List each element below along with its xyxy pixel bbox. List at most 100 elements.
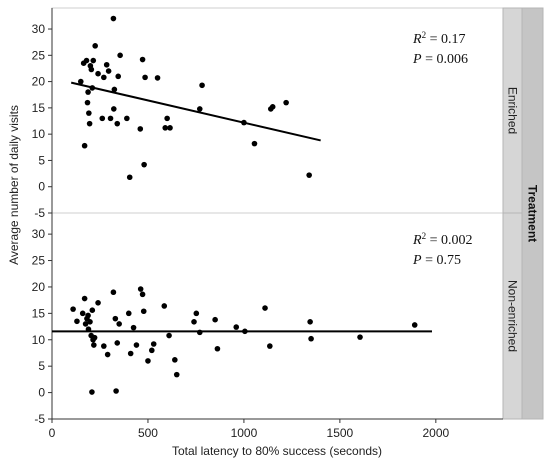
data-point — [357, 334, 363, 340]
data-point — [89, 307, 96, 313]
data-point — [110, 106, 117, 112]
data-point — [117, 52, 123, 59]
stat-p-enriched: P = 0.006 — [412, 52, 468, 67]
y-tick-label: 10 — [32, 127, 46, 141]
data-point — [199, 82, 205, 89]
y-axis-ticks-nonenriched: -5 0 5 10 15 20 25 30 — [32, 227, 52, 426]
trend-line — [70, 81, 321, 142]
data-point — [77, 78, 84, 85]
data-point — [411, 322, 418, 328]
data-point — [162, 125, 169, 131]
data-point — [111, 86, 118, 93]
panel-enriched-frame — [51, 7, 504, 214]
y-tick-label: 20 — [32, 75, 46, 89]
y-tick-label: 20 — [32, 280, 46, 294]
data-point — [167, 125, 173, 131]
data-point — [88, 66, 95, 73]
data-point — [191, 319, 197, 325]
data-point — [104, 351, 111, 358]
data-point — [161, 303, 168, 309]
data-point — [164, 115, 170, 122]
y-tick-label: 5 — [38, 359, 45, 373]
data-point — [95, 299, 101, 306]
data-point — [142, 74, 148, 81]
data-points — [70, 15, 418, 395]
x-tick-label: 1000 — [231, 426, 258, 440]
data-point — [173, 371, 180, 378]
y-axis-title: Average number of daily visits — [7, 105, 21, 265]
data-point — [145, 358, 151, 364]
y-tick-label: 15 — [32, 306, 46, 320]
data-point — [87, 319, 93, 325]
stat-r2-enriched: R2 = 0.17 — [412, 30, 465, 47]
y-tick-label: -5 — [34, 412, 45, 426]
y-tick-label: -5 — [34, 206, 45, 220]
data-point — [113, 388, 119, 394]
data-point — [89, 85, 96, 91]
data-point — [172, 357, 178, 363]
data-point — [91, 334, 98, 341]
data-point — [83, 57, 90, 64]
data-point — [307, 319, 313, 325]
data-point — [262, 305, 268, 311]
data-point — [241, 119, 247, 126]
data-point — [81, 142, 88, 149]
y-tick-label: 0 — [38, 180, 45, 194]
data-point — [214, 345, 221, 352]
data-point — [196, 106, 203, 112]
data-point — [91, 342, 97, 348]
data-point — [212, 316, 218, 323]
data-point — [196, 329, 203, 336]
data-point — [233, 324, 240, 330]
x-tick-label: 0 — [49, 426, 56, 440]
y-tick-label: 30 — [32, 22, 46, 36]
data-point — [148, 347, 155, 354]
x-tick-label: 1500 — [327, 426, 354, 440]
y-axis-ticks-enriched: -5 0 5 10 15 20 25 30 — [32, 22, 52, 220]
data-point — [95, 70, 101, 77]
data-point — [81, 295, 88, 302]
data-point — [79, 310, 86, 317]
data-point — [139, 291, 146, 298]
data-point — [251, 140, 258, 147]
data-point — [139, 56, 146, 63]
data-point — [150, 341, 157, 347]
stat-r2-nonenriched: R2 = 0.002 — [412, 231, 472, 248]
strip-enriched-label: Enriched — [506, 87, 520, 134]
panel-nonenriched-frame — [51, 212, 504, 420]
data-point — [112, 315, 119, 322]
x-tick-label: 2000 — [422, 426, 449, 440]
data-point — [89, 389, 95, 395]
data-point — [242, 328, 248, 335]
data-point — [92, 43, 98, 49]
data-point — [126, 174, 133, 181]
x-axis-ticks: 0 500 1000 1500 2000 — [49, 419, 449, 440]
data-point — [70, 306, 76, 312]
data-point — [127, 350, 134, 357]
data-point — [193, 310, 200, 317]
data-point — [107, 115, 114, 122]
data-point — [115, 73, 122, 80]
treatment-strip-bg — [521, 7, 544, 420]
data-point — [166, 332, 172, 339]
x-axis-title: Total latency to 80% success (seconds) — [172, 444, 382, 458]
data-point — [85, 89, 91, 95]
y-tick-label: 0 — [38, 386, 45, 400]
data-point — [114, 120, 121, 127]
data-point — [110, 15, 117, 22]
y-tick-label: 15 — [32, 101, 46, 115]
data-point — [267, 343, 273, 349]
data-point — [269, 104, 276, 110]
data-point — [103, 61, 110, 68]
data-point — [140, 308, 147, 315]
data-point — [124, 115, 130, 122]
data-point — [137, 126, 144, 132]
data-point — [82, 321, 89, 327]
data-point — [308, 335, 314, 342]
y-tick-label: 5 — [38, 153, 45, 167]
data-point — [306, 172, 312, 178]
treatment-label: Treatment — [526, 185, 540, 242]
data-point — [130, 324, 137, 331]
stat-p-nonenriched: P = 0.75 — [412, 253, 461, 268]
